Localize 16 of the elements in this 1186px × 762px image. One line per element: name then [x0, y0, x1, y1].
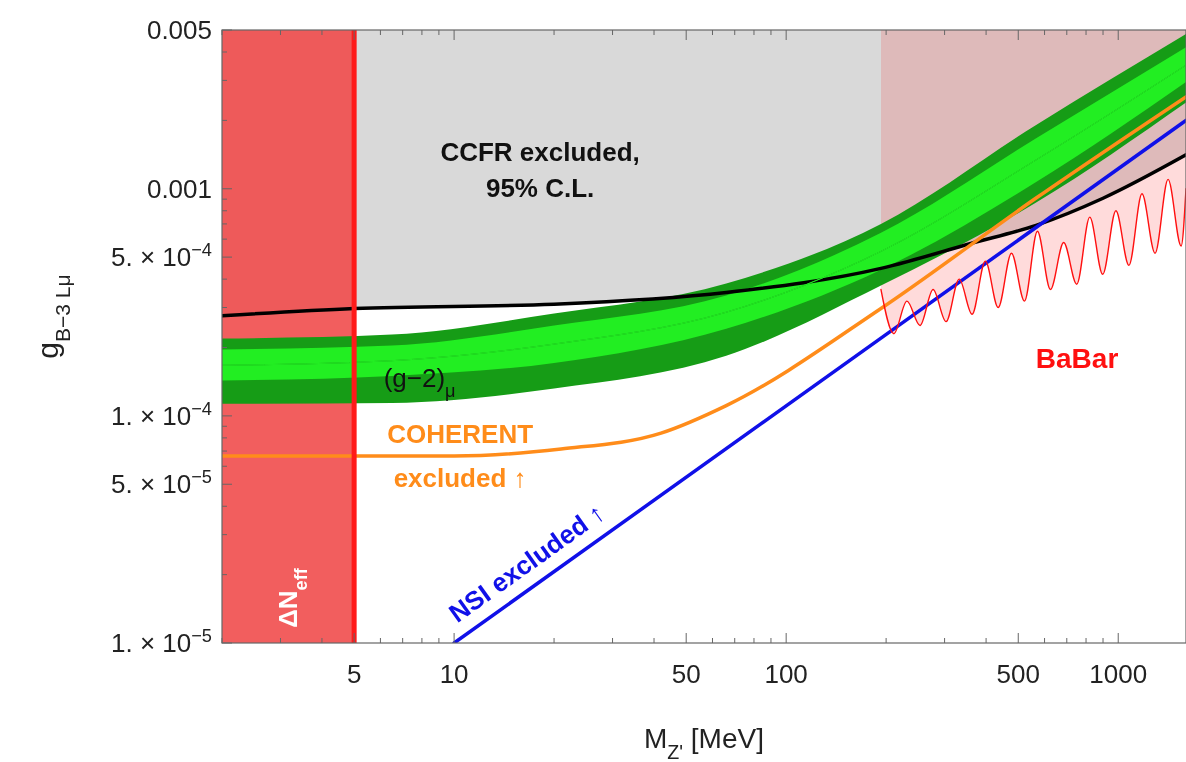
x-axis-title: M$_{Z'}$ [MeV] [644, 723, 764, 762]
y-tick-label: 5. × 10$^{−4}$ [111, 240, 212, 273]
y-tick-label: 0.001 [146, 173, 212, 204]
x-tick-label: 50 [671, 659, 701, 689]
x-tick-label: 10 [439, 659, 469, 689]
x-tick-label: 500 [996, 659, 1040, 689]
y-tick-label: 1. × 10$^{−4}$ [111, 398, 212, 431]
y-tick-label: 5. × 10$^{−5}$ [111, 467, 212, 500]
x-tick-label: 1000 [1089, 659, 1148, 689]
annotation: CCFR excluded, 95% C.L. [440, 137, 640, 204]
y-tick-label: 0.005 [146, 15, 212, 45]
x-tick-label: 100 [764, 659, 808, 689]
series-label: COHERENT excluded ↑ [387, 418, 534, 493]
y-tick-label: 1. × 10$^{−5}$ [111, 626, 212, 658]
series-label: BaBar [1035, 342, 1119, 374]
x-tick-label: 5 [346, 659, 362, 689]
